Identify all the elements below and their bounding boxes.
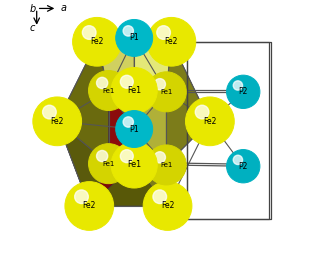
Polygon shape: [109, 91, 134, 164]
Polygon shape: [97, 38, 134, 91]
Circle shape: [43, 105, 56, 119]
Polygon shape: [134, 38, 171, 92]
Circle shape: [227, 150, 260, 183]
Text: $a$: $a$: [60, 3, 67, 13]
Circle shape: [154, 79, 165, 90]
Polygon shape: [57, 121, 109, 206]
Text: Fe2: Fe2: [161, 201, 174, 211]
Text: Fe1: Fe1: [127, 160, 141, 170]
Text: Fe2: Fe2: [83, 201, 96, 211]
Text: Fe2: Fe2: [203, 117, 217, 126]
Circle shape: [96, 150, 108, 162]
Circle shape: [157, 26, 170, 39]
Polygon shape: [109, 91, 166, 165]
Circle shape: [33, 97, 82, 146]
Circle shape: [116, 19, 153, 57]
Circle shape: [123, 117, 134, 127]
Circle shape: [146, 145, 186, 185]
Text: Fe1: Fe1: [160, 89, 173, 95]
Text: P2: P2: [239, 162, 248, 171]
Text: Fe1: Fe1: [102, 161, 115, 167]
Circle shape: [143, 182, 192, 230]
Text: $b$: $b$: [29, 2, 37, 14]
Text: P2: P2: [239, 87, 248, 96]
Circle shape: [123, 26, 134, 36]
Circle shape: [116, 110, 153, 148]
Text: P1: P1: [129, 34, 139, 42]
Circle shape: [227, 75, 260, 109]
Circle shape: [195, 105, 209, 119]
Circle shape: [233, 155, 242, 165]
Circle shape: [153, 190, 167, 204]
Circle shape: [120, 150, 133, 163]
Polygon shape: [97, 38, 134, 91]
Polygon shape: [134, 42, 210, 206]
Circle shape: [89, 144, 129, 184]
Circle shape: [111, 142, 157, 188]
Text: Fe2: Fe2: [165, 37, 178, 46]
Circle shape: [186, 97, 234, 146]
Circle shape: [147, 17, 196, 66]
Text: Fe1: Fe1: [160, 162, 173, 168]
Circle shape: [89, 70, 129, 110]
Polygon shape: [57, 42, 109, 206]
Circle shape: [120, 75, 133, 88]
Polygon shape: [89, 129, 134, 206]
Text: $c$: $c$: [29, 23, 36, 33]
Text: Fe2: Fe2: [51, 117, 64, 126]
Circle shape: [73, 17, 121, 66]
Circle shape: [111, 67, 157, 114]
Circle shape: [154, 152, 165, 163]
Text: Fe1: Fe1: [102, 87, 115, 94]
Text: Fe2: Fe2: [90, 37, 104, 46]
Circle shape: [65, 182, 114, 230]
Circle shape: [146, 72, 186, 112]
Polygon shape: [134, 91, 166, 165]
Polygon shape: [89, 164, 168, 206]
Circle shape: [82, 26, 96, 39]
Text: P1: P1: [129, 125, 139, 134]
Text: Fe1: Fe1: [127, 86, 141, 95]
Circle shape: [75, 190, 88, 204]
Circle shape: [233, 81, 242, 90]
Circle shape: [96, 77, 108, 88]
